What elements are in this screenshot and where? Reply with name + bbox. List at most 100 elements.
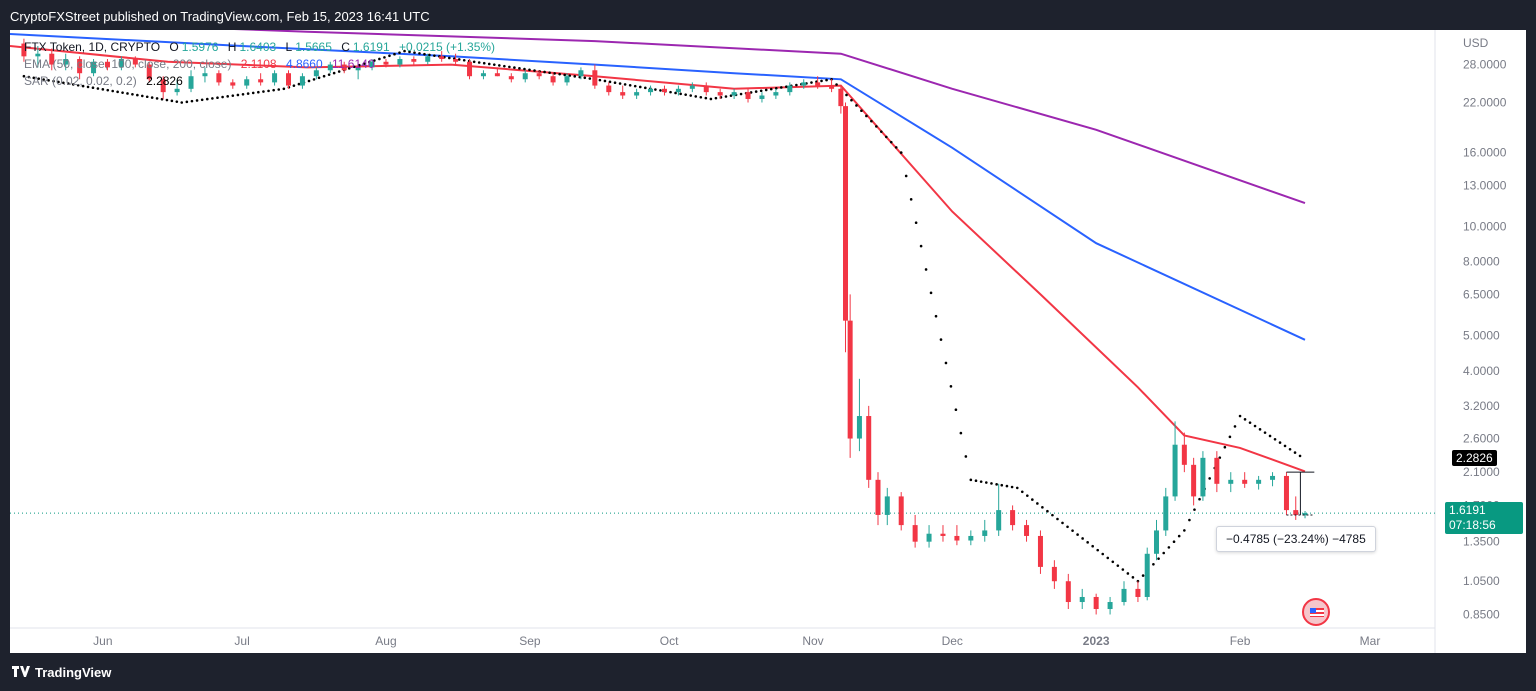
sar-dot: [659, 89, 662, 92]
chart-area[interactable]: USD 28.0000 22.0000 16.0000 13.0000 10.0000 8.…: [10, 30, 1526, 653]
sar-dot: [185, 100, 189, 104]
price-chart[interactable]: USD 28.0000 22.0000 16.0000 13.0000 10.0000 8.…: [10, 30, 1526, 653]
candle-down: [341, 64, 347, 71]
candle-up: [675, 88, 681, 93]
sar-dot: [1126, 572, 1130, 575]
sar-dot: [241, 92, 245, 96]
candle-down: [954, 535, 960, 541]
sar-dot: [1000, 483, 1004, 487]
sar-dot: [292, 84, 296, 87]
sar-dot: [985, 481, 988, 484]
candle-up: [35, 53, 41, 57]
sar-dot: [739, 92, 743, 96]
sar-dot: [155, 97, 159, 100]
sar-dot: [889, 140, 893, 144]
candle-down: [620, 92, 626, 96]
x-tick-label: 2023: [1083, 634, 1110, 648]
sar-dot: [1263, 431, 1267, 434]
us-flag-icon[interactable]: [1302, 598, 1330, 626]
sar-dot: [32, 76, 36, 80]
sar-dot: [914, 221, 918, 225]
sar-dot: [1233, 425, 1237, 428]
candle-up: [397, 59, 403, 65]
sar-dot: [795, 83, 798, 87]
x-tick-label: Nov: [802, 634, 823, 648]
legend-sar-value: 2.2826: [146, 74, 183, 88]
legend-ema-row[interactable]: EMA (50, close, 100, close, 200, close) …: [24, 57, 375, 71]
sar-dot: [106, 88, 110, 92]
sar-dot: [860, 109, 863, 113]
sar-dot: [457, 58, 461, 61]
candle-up: [91, 61, 97, 74]
sar-dot: [423, 52, 426, 56]
y-tick-label: 8.0000: [1463, 255, 1500, 269]
x-tick-label: Aug: [375, 634, 396, 648]
candle-up: [968, 535, 974, 541]
sar-dot: [393, 52, 396, 56]
sar-dot: [974, 479, 978, 483]
sar-dot: [779, 86, 783, 89]
sar-dot: [482, 61, 486, 65]
sar-dot: [553, 72, 556, 75]
candle-up: [578, 70, 584, 77]
sar-dot: [231, 94, 235, 97]
sar-dot: [1091, 544, 1094, 548]
candle-up: [1144, 553, 1150, 597]
sar-dot: [1020, 490, 1024, 494]
candle-up: [202, 73, 208, 77]
tradingview-logo[interactable]: TradingView: [12, 665, 111, 680]
legend-close-label: C: [341, 40, 350, 54]
sar-dot: [845, 93, 848, 97]
sar-dot: [724, 95, 728, 98]
sar-dot: [810, 81, 813, 84]
sar-dot: [1010, 485, 1014, 489]
candle-up: [118, 59, 124, 68]
sar-dot: [503, 64, 506, 68]
sar-dot: [408, 50, 411, 54]
candle-down: [453, 59, 459, 62]
candle-down: [1010, 510, 1016, 526]
sar-dot: [1188, 518, 1191, 522]
legend-low-label: L: [285, 40, 293, 54]
sar-dot: [850, 98, 853, 102]
y-tick-label: 16.0000: [1463, 146, 1507, 160]
sar-dot: [764, 88, 768, 92]
sar-dot: [1198, 497, 1201, 501]
sar-dot: [934, 314, 938, 318]
bar-countdown: 07:18:56: [1449, 518, 1496, 532]
sar-dot: [855, 104, 858, 107]
candle-up: [1172, 444, 1178, 497]
candle-down: [847, 320, 853, 439]
candle-up: [327, 64, 333, 71]
sar-dot: [160, 97, 164, 101]
sar-dot: [924, 268, 928, 271]
candle-down: [132, 59, 138, 65]
candle-down: [606, 85, 612, 93]
sar-dot: [679, 92, 682, 96]
candle-down: [1191, 464, 1197, 497]
sar-dot: [1041, 506, 1044, 509]
x-tick-label: Sep: [519, 634, 541, 648]
candle-up: [1163, 496, 1169, 531]
candle-up: [313, 70, 319, 77]
sar-dot: [603, 79, 607, 83]
sar-dot: [418, 52, 421, 55]
sar-dot: [1183, 529, 1186, 532]
candle-up: [1228, 479, 1234, 484]
sar-dot: [815, 80, 818, 84]
sar-dot: [262, 90, 265, 93]
candle-down: [1065, 581, 1071, 603]
legend-close: 1.6191: [352, 40, 390, 54]
sar-dot: [352, 65, 356, 69]
candle-down: [703, 85, 709, 93]
legend-sar-row[interactable]: SAR (0.02, 0.02, 0.2) 2.2826: [24, 74, 183, 88]
sar-dot: [518, 67, 521, 70]
sar-dot: [689, 94, 693, 97]
sar-dot: [633, 84, 637, 88]
candle-down: [866, 416, 872, 480]
sar-dot: [347, 67, 351, 70]
candle-up: [689, 85, 695, 89]
sar-dot: [180, 101, 184, 104]
sar-dot: [498, 64, 501, 67]
sar-dot: [528, 68, 531, 72]
